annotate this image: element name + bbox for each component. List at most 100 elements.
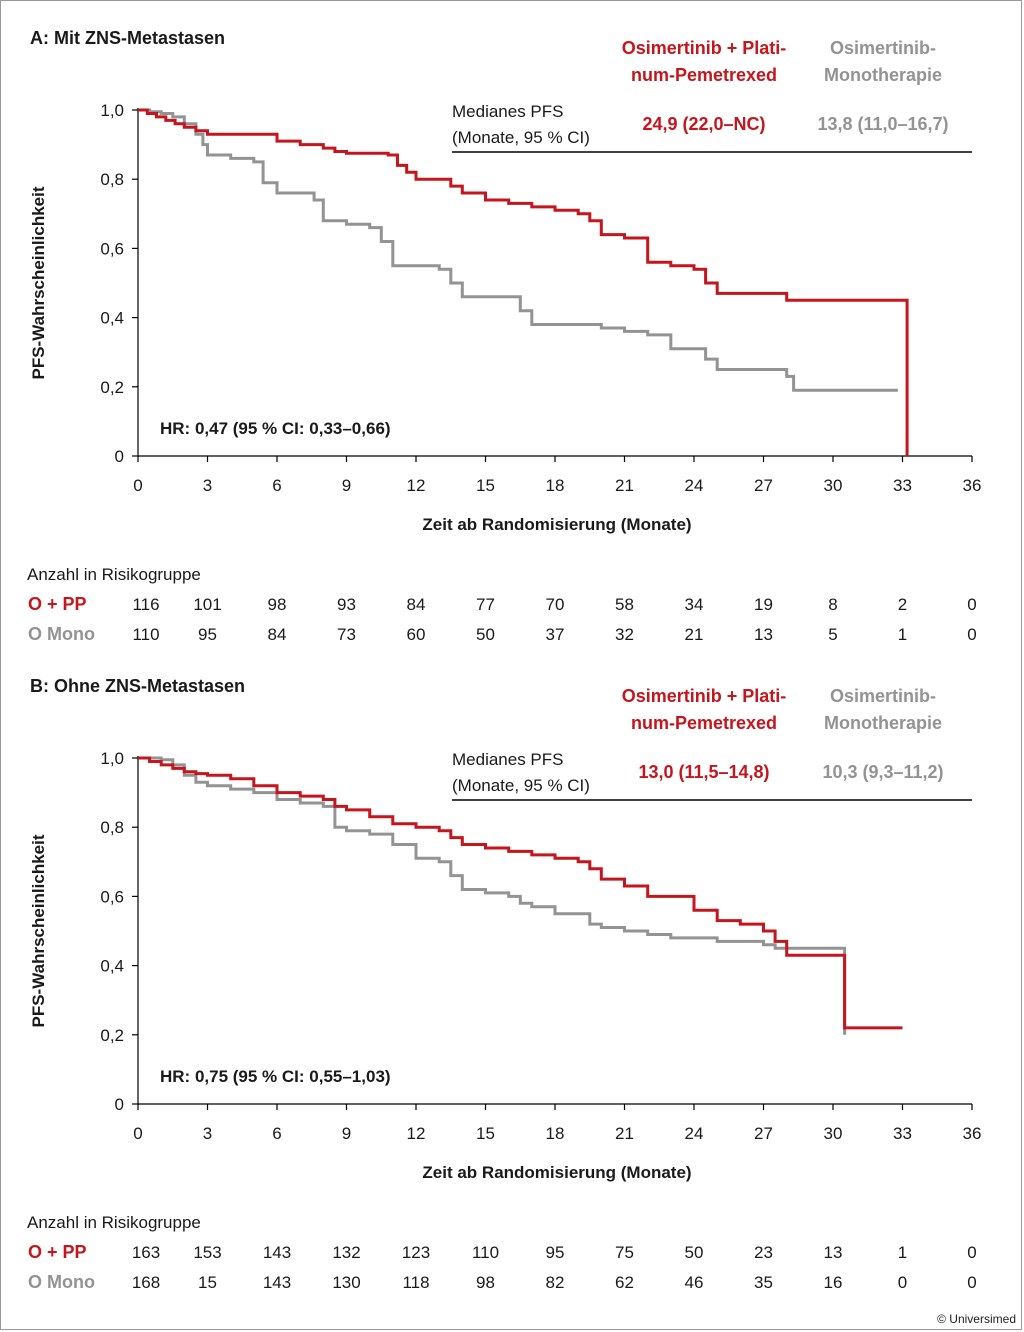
risk-count-red: 123 bbox=[402, 1243, 430, 1262]
x-tick-label: 21 bbox=[615, 476, 634, 495]
risk-count-red: 19 bbox=[754, 595, 773, 614]
km-curve-red bbox=[138, 756, 903, 1030]
risk-count-red: 8 bbox=[828, 595, 837, 614]
risk-count-red: 1 bbox=[898, 1243, 907, 1262]
risk-count-red: 2 bbox=[898, 595, 907, 614]
x-tick-label: 18 bbox=[546, 476, 565, 495]
y-tick-label: 0,4 bbox=[100, 957, 124, 976]
x-tick-label: 3 bbox=[203, 1124, 212, 1143]
risk-table-title: Anzahl in Risikogruppe bbox=[27, 1213, 201, 1232]
y-tick-label: 0 bbox=[115, 447, 124, 466]
risk-count-red: 70 bbox=[546, 595, 565, 614]
risk-count-gray: 13 bbox=[754, 625, 773, 644]
risk-count-gray: 5 bbox=[828, 625, 837, 644]
risk-count-gray: 0 bbox=[898, 1273, 907, 1292]
legend-gray-line2: Monotherapie bbox=[824, 65, 942, 85]
x-tick-label: 6 bbox=[272, 476, 281, 495]
median-header-line1: Medianes PFS bbox=[452, 102, 564, 121]
risk-count-red: 110 bbox=[472, 1243, 499, 1262]
x-tick-label: 24 bbox=[685, 1124, 704, 1143]
y-tick-label: 0,6 bbox=[100, 239, 124, 258]
hazard-ratio-text: HR: 0,47 (95 % CI: 0,33–0,66) bbox=[160, 419, 391, 438]
x-tick-label: 24 bbox=[685, 476, 704, 495]
risk-count-red: 132 bbox=[332, 1243, 360, 1262]
x-tick-label: 33 bbox=[893, 1124, 912, 1143]
risk-count-red: 0 bbox=[967, 1243, 976, 1262]
km-curve-gray bbox=[138, 756, 847, 1035]
risk-count-gray: 118 bbox=[402, 1273, 429, 1292]
y-tick-label: 0,4 bbox=[100, 309, 124, 328]
risk-row-label-red: O + PP bbox=[28, 1242, 87, 1262]
x-tick-label: 30 bbox=[824, 1124, 843, 1143]
risk-count-gray: 62 bbox=[615, 1273, 634, 1292]
risk-row-label-gray: O Mono bbox=[28, 1272, 95, 1292]
panel-title: A: Mit ZNS-Metastasen bbox=[30, 28, 225, 48]
x-tick-label: 6 bbox=[272, 1124, 281, 1143]
x-tick-label: 21 bbox=[615, 1124, 634, 1143]
median-gray-value: 10,3 (9,3–11,2) bbox=[822, 762, 943, 782]
x-tick-label: 30 bbox=[824, 476, 843, 495]
y-tick-label: 1,0 bbox=[100, 749, 124, 768]
x-tick-label: 33 bbox=[893, 476, 912, 495]
risk-count-red: 34 bbox=[685, 595, 704, 614]
risk-count-gray: 50 bbox=[476, 625, 495, 644]
risk-count-gray: 35 bbox=[754, 1273, 773, 1292]
panel-title: B: Ohne ZNS-Metastasen bbox=[30, 676, 245, 696]
risk-count-red: 153 bbox=[193, 1243, 221, 1262]
legend-red-line2: num-Pemetrexed bbox=[631, 713, 777, 733]
median-red-value: 13,0 (11,5–14,8) bbox=[638, 762, 769, 782]
risk-count-red: 101 bbox=[193, 595, 221, 614]
risk-count-red: 93 bbox=[337, 595, 356, 614]
median-gray-value: 13,8 (11,0–16,7) bbox=[817, 114, 948, 134]
x-tick-label: 0 bbox=[133, 476, 142, 495]
x-tick-label: 9 bbox=[342, 476, 351, 495]
legend-gray-line1: Osimertinib- bbox=[830, 38, 936, 58]
median-header-line1: Medianes PFS bbox=[452, 750, 564, 769]
risk-count-gray: 21 bbox=[685, 625, 704, 644]
y-tick-label: 1,0 bbox=[100, 101, 124, 120]
median-header-line2: (Monate, 95 % CI) bbox=[452, 128, 590, 147]
risk-count-red: 163 bbox=[132, 1243, 160, 1262]
legend-gray-line1: Osimertinib- bbox=[830, 686, 936, 706]
legend-red-line1: Osimertinib + Plati- bbox=[622, 686, 787, 706]
x-tick-label: 15 bbox=[476, 476, 495, 495]
hazard-ratio-text: HR: 0,75 (95 % CI: 0,55–1,03) bbox=[160, 1067, 391, 1086]
risk-count-gray: 98 bbox=[476, 1273, 495, 1292]
risk-count-gray: 110 bbox=[132, 625, 159, 644]
panel-b: B: Ohne ZNS-Metastasen Osimertinib + Plat… bbox=[27, 676, 981, 1292]
risk-count-red: 23 bbox=[754, 1243, 773, 1262]
y-axis-label: PFS-Wahrscheinlichkeit bbox=[29, 834, 48, 1027]
x-tick-label: 9 bbox=[342, 1124, 351, 1143]
x-tick-label: 27 bbox=[754, 1124, 773, 1143]
risk-count-gray: 32 bbox=[615, 625, 634, 644]
risk-count-gray: 73 bbox=[337, 625, 356, 644]
y-tick-label: 0,6 bbox=[100, 887, 124, 906]
risk-count-gray: 60 bbox=[407, 625, 426, 644]
risk-count-gray: 37 bbox=[546, 625, 565, 644]
risk-count-gray: 0 bbox=[967, 1273, 976, 1292]
risk-count-red: 50 bbox=[685, 1243, 704, 1262]
risk-count-red: 116 bbox=[132, 595, 159, 614]
x-axis-label: Zeit ab Randomisierung (Monate) bbox=[422, 515, 691, 534]
legend-gray-line2: Monotherapie bbox=[824, 713, 942, 733]
x-tick-label: 12 bbox=[407, 476, 426, 495]
x-tick-label: 27 bbox=[754, 476, 773, 495]
x-tick-label: 12 bbox=[407, 1124, 426, 1143]
risk-count-gray: 82 bbox=[546, 1273, 565, 1292]
x-tick-label: 36 bbox=[963, 476, 982, 495]
x-axis-label: Zeit ab Randomisierung (Monate) bbox=[422, 1163, 691, 1182]
risk-count-red: 84 bbox=[407, 595, 426, 614]
copyright-notice: © Universimed bbox=[937, 1312, 1016, 1326]
risk-row-label-red: O + PP bbox=[28, 594, 87, 614]
x-tick-label: 15 bbox=[476, 1124, 495, 1143]
risk-count-gray: 130 bbox=[332, 1273, 360, 1292]
km-curve-red bbox=[138, 108, 909, 456]
y-tick-label: 0 bbox=[115, 1095, 124, 1114]
risk-count-red: 13 bbox=[824, 1243, 843, 1262]
y-tick-label: 0,8 bbox=[100, 818, 124, 837]
legend-red-line1: Osimertinib + Plati- bbox=[622, 38, 787, 58]
x-tick-label: 0 bbox=[133, 1124, 142, 1143]
legend-red-line2: num-Pemetrexed bbox=[631, 65, 777, 85]
risk-count-gray: 46 bbox=[685, 1273, 704, 1292]
